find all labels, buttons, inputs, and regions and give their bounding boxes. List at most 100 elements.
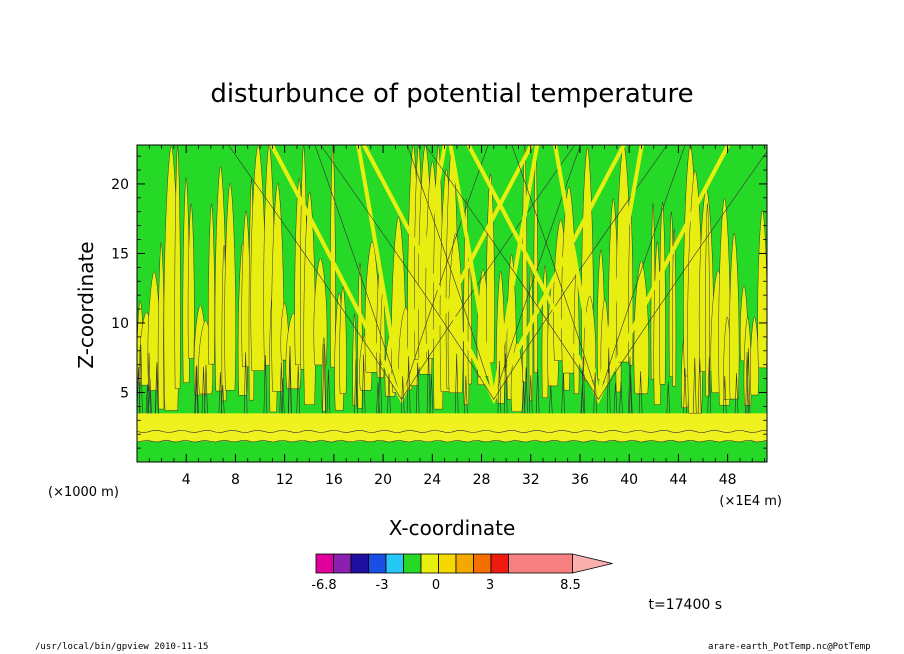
surface-contour	[280, 378, 285, 414]
colorbar-cell	[333, 553, 352, 574]
y-axis-ticks: 5 10 15 20	[111, 155, 767, 449]
colorbar-cell	[455, 553, 474, 574]
surface-contour	[628, 374, 633, 414]
surface-contour	[503, 353, 508, 414]
surface-contour	[580, 384, 585, 414]
yellow-streak	[729, 232, 740, 400]
colorbar-cell	[350, 553, 369, 574]
surface-contour	[581, 356, 586, 414]
surface-contour	[697, 357, 702, 414]
surface-contour	[683, 368, 687, 414]
yellow-streak	[528, 258, 534, 402]
y-axis-label: Z-coordinate	[74, 241, 98, 368]
surface-contour	[326, 369, 331, 414]
surface-contour	[745, 352, 749, 414]
surface-contour	[155, 362, 159, 414]
surface-contour	[454, 353, 459, 414]
surface-contour	[628, 356, 632, 414]
surface-contours	[137, 343, 751, 414]
yellow-streak	[672, 228, 677, 387]
surface-contour	[528, 375, 533, 414]
surface-contour	[322, 343, 326, 414]
yellow-streak	[705, 203, 710, 397]
surface-contour	[243, 352, 248, 414]
surface-contour	[606, 349, 611, 414]
green-lower-region	[137, 441, 767, 462]
surface-contour	[148, 377, 152, 414]
x-tick-label: 24	[423, 472, 441, 488]
y-tick-label: 15	[111, 246, 129, 262]
yellow-streak	[339, 286, 347, 394]
surface-contour	[426, 349, 431, 414]
surface-contour	[145, 384, 150, 414]
surface-contour	[746, 348, 751, 414]
colorbar-label: 8.5	[560, 578, 581, 593]
footer-left: /usr/local/bin/gpview 2010-11-15	[35, 642, 209, 652]
chart-title: disturbunce of potential temperature	[210, 79, 693, 109]
surface-contour	[593, 372, 597, 414]
x-tick-label: 16	[325, 472, 343, 488]
colorbar-cell	[438, 553, 457, 574]
surface-contour	[535, 368, 540, 414]
x-tick-label: 36	[571, 472, 589, 488]
surface-contour	[195, 364, 199, 414]
surface-contour	[361, 354, 366, 414]
y-tick-label: 5	[120, 385, 129, 401]
surface-contour	[464, 375, 468, 414]
colorbar-label: -3	[376, 578, 389, 593]
surface-contour	[638, 371, 643, 414]
x-tick-label: 8	[231, 472, 240, 488]
surface-contour	[263, 355, 268, 414]
surface-contour	[722, 375, 727, 414]
colorbar-cell	[490, 553, 509, 574]
surface-contour	[354, 359, 358, 414]
surface-contour	[415, 362, 420, 414]
surface-contour	[429, 375, 434, 414]
surface-contour	[561, 373, 565, 414]
x-tick-label: 32	[522, 472, 540, 488]
yellow-streak	[224, 183, 236, 391]
surface-contour	[218, 371, 223, 414]
lower-yellow-band	[137, 429, 767, 443]
surface-contour	[279, 361, 284, 414]
colorbar-cell	[473, 553, 492, 574]
surface-contour	[287, 355, 292, 414]
colorbar-extend-arrow	[572, 553, 613, 574]
x-unit-left: (×1000 m)	[48, 485, 119, 500]
yellow-streak	[208, 203, 215, 365]
plot-frame	[136, 144, 768, 463]
surface-contour	[524, 367, 528, 414]
footer-right: arare-earth_PotTemp.nc@PotTemp	[708, 642, 871, 652]
yellow-streak	[757, 209, 767, 369]
surface-contour	[497, 360, 502, 414]
colorbar-cell	[315, 553, 334, 574]
colorbar-label: 3	[486, 578, 494, 593]
surface-contour	[666, 381, 671, 414]
yellow-streak	[659, 201, 666, 385]
y-tick-label: 20	[111, 177, 129, 193]
x-tick-label: 4	[182, 472, 191, 488]
x-tick-label: 20	[374, 472, 392, 488]
surface-contour	[619, 382, 623, 414]
surface-contour	[296, 365, 301, 414]
colorbar-cell	[368, 553, 387, 574]
colorbar-label: -6.8	[311, 578, 336, 593]
contour-field	[137, 145, 767, 462]
surface-contour	[387, 373, 391, 414]
colorbar-cell	[420, 553, 439, 574]
x-axis-label: X-coordinate	[389, 516, 516, 540]
surface-contour	[204, 364, 208, 414]
surface-contour	[406, 356, 411, 414]
surface-contour	[692, 357, 697, 414]
surface-contour	[400, 376, 405, 414]
colorbar-cell-wide	[508, 553, 573, 574]
surface-contour	[521, 380, 526, 414]
colorbar-cell	[403, 553, 422, 574]
surface-contour	[707, 356, 712, 414]
surface-contour	[201, 366, 206, 414]
x-tick-label: 44	[669, 472, 687, 488]
x-tick-label: 48	[719, 472, 737, 488]
colorbar-cell	[385, 553, 404, 574]
